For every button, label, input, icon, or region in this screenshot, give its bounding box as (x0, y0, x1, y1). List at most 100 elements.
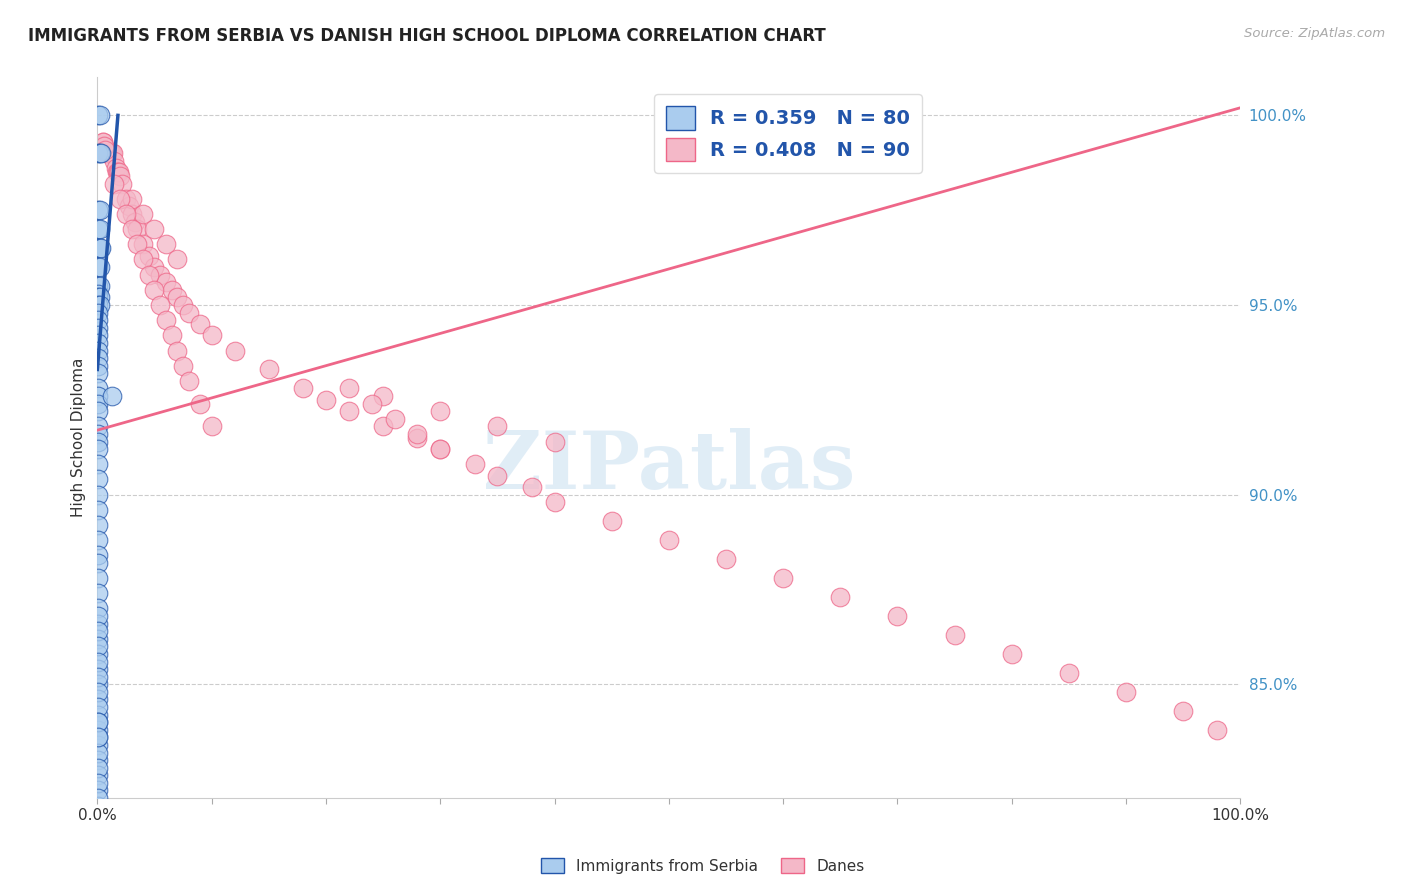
Point (87, 366, 110, 380)
Point (103, 153, 125, 168)
Point (87, 761, 110, 775)
Point (89, 298, 111, 312)
Point (371, 389, 394, 403)
Point (87, 290, 110, 304)
Point (138, 268, 160, 282)
Point (87, 427, 110, 442)
Point (87, 389, 110, 403)
Point (89, 146, 111, 161)
Point (87, 609, 110, 624)
Point (143, 260, 166, 274)
Point (201, 419, 224, 434)
Point (87, 473, 110, 487)
Point (486, 468, 509, 483)
Point (188, 396, 211, 410)
Point (87, 783, 110, 797)
Point (108, 165, 131, 179)
Point (87, 776, 110, 790)
Point (87, 381, 110, 395)
Point (406, 427, 429, 442)
Point (87, 434, 110, 449)
Point (886, 609, 908, 624)
Point (143, 283, 166, 297)
Point (87, 814, 110, 828)
Point (87, 556, 110, 570)
Point (155, 237, 177, 252)
Point (337, 381, 360, 395)
Point (87, 571, 110, 585)
Point (93, 138, 115, 153)
Point (87, 685, 110, 699)
Point (172, 359, 194, 373)
Point (103, 146, 125, 161)
Point (166, 343, 188, 358)
Point (96, 146, 118, 161)
Point (138, 249, 160, 263)
Point (87, 753, 110, 767)
Point (160, 283, 183, 297)
Point (87, 396, 110, 410)
Point (429, 442, 451, 457)
Point (149, 298, 172, 312)
Point (108, 192, 131, 206)
Point (89, 241, 111, 255)
Point (97, 146, 120, 161)
Point (87, 640, 110, 654)
Y-axis label: High School Diploma: High School Diploma (72, 358, 86, 517)
Point (406, 431, 429, 445)
Point (830, 590, 852, 604)
Point (97, 146, 120, 161)
Point (121, 222, 143, 236)
Point (360, 396, 382, 410)
Text: IMMIGRANTS FROM SERBIA VS DANISH HIGH SCHOOL DIPLOMA CORRELATION CHART: IMMIGRANTS FROM SERBIA VS DANISH HIGH SC… (28, 27, 825, 45)
Point (87, 601, 110, 615)
Point (87, 715, 110, 730)
Point (91, 135, 114, 149)
Point (87, 359, 110, 373)
Point (87, 419, 110, 434)
Point (1206, 723, 1229, 737)
Point (132, 207, 155, 221)
Point (1115, 685, 1137, 699)
Text: Source: ZipAtlas.com: Source: ZipAtlas.com (1244, 27, 1385, 40)
Point (115, 207, 138, 221)
Point (87, 586, 110, 600)
Point (87, 279, 110, 293)
Point (772, 571, 794, 585)
Text: ZIPatlas: ZIPatlas (482, 427, 855, 506)
Point (127, 237, 149, 252)
Point (98, 146, 121, 161)
Point (543, 495, 565, 509)
Point (87, 404, 110, 418)
Point (87, 222, 110, 236)
Point (714, 552, 737, 566)
Point (658, 533, 681, 548)
Point (87, 731, 110, 745)
Point (87, 549, 110, 563)
Point (87, 707, 110, 722)
Point (149, 268, 172, 282)
Point (87, 146, 110, 161)
Point (89, 108, 111, 122)
Point (166, 290, 188, 304)
Point (89, 222, 111, 236)
Point (188, 317, 211, 331)
Point (104, 161, 127, 176)
Point (90, 146, 112, 161)
Point (87, 632, 110, 646)
Point (429, 442, 451, 457)
Point (943, 628, 966, 642)
Point (1173, 704, 1195, 718)
Point (315, 392, 337, 407)
Point (337, 404, 360, 418)
Point (91, 135, 114, 149)
Point (101, 146, 124, 161)
Point (94, 143, 117, 157)
Point (87, 692, 110, 706)
Point (132, 252, 155, 267)
Point (429, 404, 451, 418)
Point (87, 518, 110, 533)
Point (143, 222, 166, 236)
Point (87, 328, 110, 343)
Point (87, 313, 110, 327)
